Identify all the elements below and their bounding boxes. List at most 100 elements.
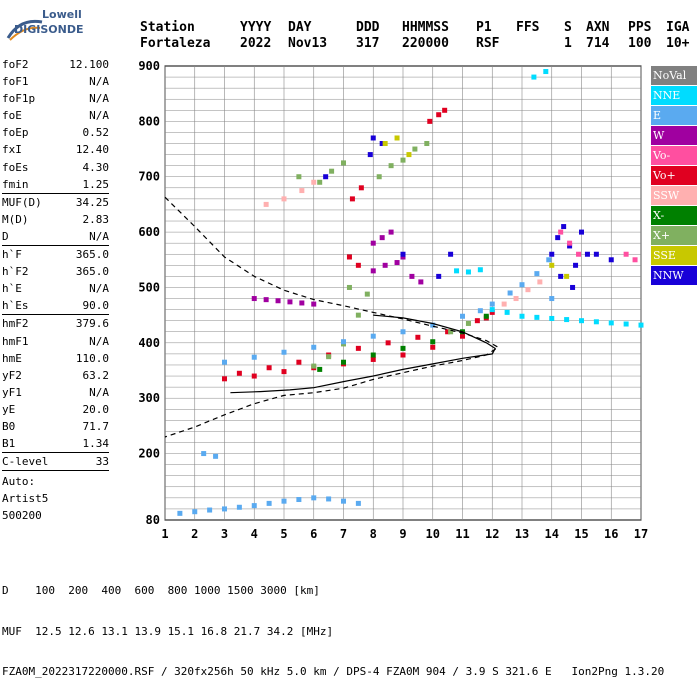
param-value: 33: [95, 455, 109, 469]
param-value: 12.100: [69, 58, 109, 71]
param-row: foF2 12.100: [2, 56, 109, 73]
echo-point: [394, 260, 400, 266]
param-row: fxI 12.40: [2, 141, 109, 158]
autoscaling-line2: Artist5: [2, 492, 49, 506]
echo-point: [579, 229, 584, 235]
profile-extrapolation-curve: [164, 196, 500, 438]
echo-point: [608, 257, 614, 263]
station-header: StationYYYYDAYDDDHHMMSSP1FFSSAXNPPSIGAPS…: [140, 20, 700, 52]
echo-point: [400, 329, 406, 335]
footer-info: D 100 200 400 600 800 1000 1500 3000 [km…: [2, 557, 664, 692]
param-name: foF1p: [2, 92, 36, 106]
echo-point: [251, 296, 257, 302]
echo-point: [445, 329, 451, 335]
echo-point: [549, 296, 555, 302]
echo-point: [317, 366, 323, 372]
param-separator: [2, 470, 109, 472]
param-row: D N/A: [2, 228, 109, 245]
legend-item: NNE: [651, 86, 697, 105]
param-row: MUF(D) 34.25: [2, 194, 109, 211]
param-value: N/A: [89, 282, 109, 296]
param-name: foF2: [2, 58, 29, 71]
echo-point: [263, 201, 269, 207]
echo-point: [376, 174, 382, 180]
param-value: 90.0: [82, 299, 110, 313]
param-row: fmin 1.25: [2, 176, 109, 193]
param-row: foEp 0.52: [2, 124, 109, 141]
echo-point: [564, 317, 570, 323]
header-labels-1: YYYY: [240, 20, 272, 35]
echo-point: [192, 509, 198, 515]
echo-point: [474, 318, 480, 324]
echo-point: [460, 333, 465, 339]
param-row: foEs 4.30: [2, 159, 109, 176]
param-name: MUF(D): [2, 195, 42, 209]
param-value: 365.0: [75, 265, 109, 279]
legend-item: NNW: [651, 266, 697, 285]
param-name: M(D): [2, 212, 29, 226]
param-row: M(D) 2.83: [2, 211, 109, 228]
echo-point: [418, 279, 424, 285]
header-labels-2: DAY: [288, 20, 312, 35]
param-value: 34.25: [75, 195, 109, 209]
x-tick-label: 14: [545, 527, 559, 541]
echo-point: [317, 179, 323, 185]
y-tick-label: 500: [138, 280, 160, 294]
echo-point: [341, 359, 346, 365]
legend-item: W: [651, 126, 697, 145]
echo-point: [296, 359, 302, 365]
x-tick-label: 7: [340, 527, 347, 541]
echo-point: [281, 369, 287, 375]
echo-point: [632, 257, 638, 263]
param-separator: [2, 314, 109, 316]
param-row: B1 1.34: [2, 435, 109, 452]
echo-point: [525, 287, 531, 293]
echo-point: [561, 224, 567, 230]
x-tick-label: 16: [604, 527, 618, 541]
echo-point: [549, 251, 555, 257]
legend-item: X+: [651, 226, 697, 245]
param-row: h`Es 90.0: [2, 297, 109, 314]
echo-point: [213, 453, 219, 459]
echo-point: [311, 363, 317, 369]
param-value: N/A: [89, 334, 109, 348]
x-tick-label: 6: [310, 527, 317, 541]
echo-point: [534, 314, 540, 320]
param-separator: [2, 245, 109, 247]
echo-point: [299, 300, 305, 306]
ionogram-chart: 1 2 3 4 5 6 7 8 9 10 11 12 13 14 15 16 17802003004005006…: [138, 59, 648, 541]
header-values-0: Fortaleza: [140, 36, 211, 51]
x-tick-label: 8: [370, 527, 377, 541]
echo-point: [400, 157, 406, 163]
echo-point: [287, 299, 293, 305]
param-name: D: [2, 229, 9, 243]
param-name: hmF1: [2, 334, 29, 348]
footer-muf-row: MUF 12.5 12.6 13.1 13.9 15.1 16.8 21.7 3…: [2, 624, 334, 638]
echo-point: [326, 354, 332, 360]
echo-point: [388, 163, 394, 169]
echo-point: [555, 235, 561, 241]
legend-item: X-: [651, 206, 697, 225]
echo-point: [349, 196, 355, 202]
param-row: foE N/A: [2, 107, 109, 124]
echo-point: [236, 370, 242, 376]
echo-point: [311, 179, 317, 185]
echo-point: [177, 510, 183, 516]
param-value: 12.40: [75, 143, 109, 157]
echo-point: [251, 503, 257, 509]
x-tick-label: 15: [574, 527, 588, 541]
param-name: fmin: [2, 177, 29, 191]
param-name: yF1: [2, 385, 22, 399]
param-value: N/A: [89, 385, 109, 399]
footer-distance-row: D 100 200 400 600 800 1000 1500 3000 [km…: [2, 584, 320, 597]
param-row: yF2 63.2: [2, 367, 109, 384]
param-name: h`E: [2, 282, 22, 296]
echo-point: [593, 251, 599, 257]
echo-point: [430, 322, 436, 328]
echo-point: [311, 495, 317, 501]
echo-point: [436, 112, 442, 118]
echo-point: [415, 334, 421, 340]
echo-point: [370, 333, 376, 339]
param-row: hmF2 379.6: [2, 315, 109, 332]
echo-point: [424, 141, 430, 147]
